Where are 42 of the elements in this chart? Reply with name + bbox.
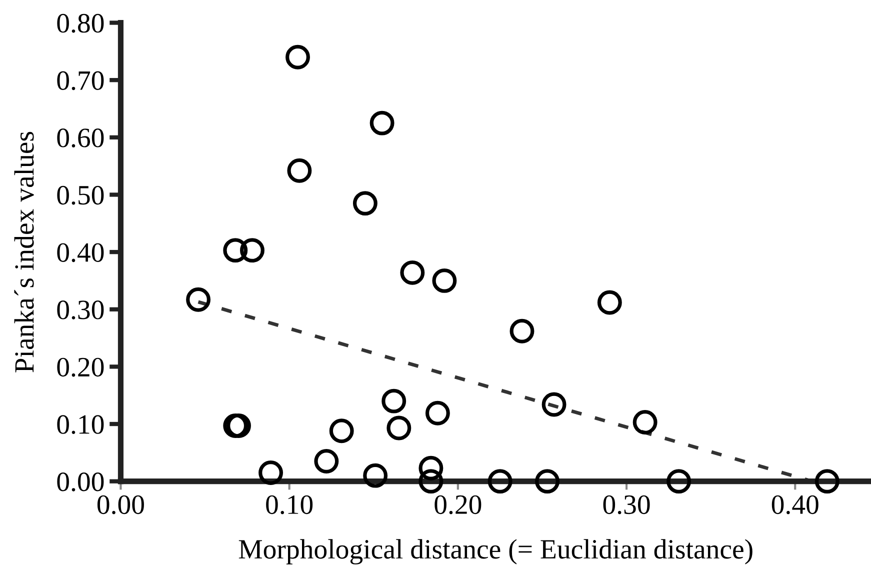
y-tick-label: 0.40 (57, 243, 104, 262)
x-tick-label: 0.30 (603, 495, 650, 514)
point (240, 238, 264, 263)
point (418, 469, 444, 494)
point (314, 449, 339, 474)
point (370, 110, 394, 136)
point (666, 469, 692, 494)
point (286, 44, 310, 70)
point (432, 268, 457, 293)
x-axis-title: Morphological distance (= Euclidian distance) (238, 539, 752, 564)
point (258, 460, 283, 485)
x-tick-label: 0.00 (97, 495, 144, 514)
point (363, 463, 388, 488)
y-tick-label: 0.80 (57, 14, 104, 33)
y-tick-label: 0.50 (57, 186, 104, 205)
y-tick-label: 0.60 (57, 128, 104, 148)
point (597, 290, 622, 315)
point (386, 416, 412, 440)
x-tick-label: 0.10 (266, 495, 313, 514)
y-axis-title: Pianka´s index values (14, 132, 34, 372)
point (535, 469, 560, 494)
point (542, 392, 566, 417)
point (223, 238, 248, 263)
point (418, 456, 444, 480)
point (488, 469, 512, 494)
point (352, 191, 378, 216)
point (287, 158, 312, 183)
y-tick-label: 0.10 (57, 415, 104, 434)
point (814, 469, 840, 494)
point (510, 318, 534, 344)
y-tick-label: 0.70 (57, 71, 104, 90)
x-tick-label: 0.20 (434, 495, 482, 514)
x-tick-label: 0.40 (772, 495, 818, 514)
point (425, 400, 450, 426)
y-tick-label: 0.30 (57, 300, 104, 320)
point (329, 418, 354, 444)
point (400, 260, 425, 285)
y-tick-label: 0.20 (57, 358, 104, 377)
point (186, 287, 210, 312)
point (632, 410, 658, 434)
y-tick-label: 0.00 (57, 472, 104, 492)
point (382, 388, 406, 414)
